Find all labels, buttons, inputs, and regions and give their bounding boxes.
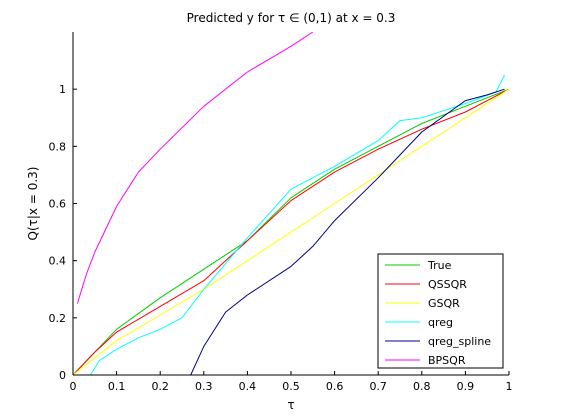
x-tick-label: 0.9: [457, 380, 475, 393]
series-line-bpsqr: [76, 32, 314, 304]
legend-item-bpsqr: BPSQR: [385, 354, 466, 367]
y-tick-label: 0.2: [49, 312, 67, 325]
x-tick-label: 0.8: [413, 380, 431, 393]
x-axis-label: τ: [287, 398, 294, 412]
legend-label: BPSQR: [428, 354, 466, 367]
legend-item-true: True: [385, 259, 452, 272]
x-tick-label: 0.3: [195, 380, 213, 393]
legend-item-gsqr: GSQR: [385, 297, 460, 310]
series-line-qreg-spline: [190, 88, 505, 375]
x-tick-label: 0: [70, 380, 77, 393]
legend-label: qreg_spline: [428, 335, 491, 348]
series-layer: [73, 32, 509, 375]
x-tick-label: 1: [506, 380, 513, 393]
legend-item-qreg: qreg: [385, 316, 453, 329]
x-tick-label: 0.1: [108, 380, 126, 393]
legend-box: [377, 253, 504, 369]
legend-label: QSSQR: [428, 278, 467, 291]
legend: True QSSQR GSQR qreg qreg_spline BPSQR: [377, 253, 504, 369]
x-tick-label: 0.2: [151, 380, 169, 393]
legend-label: True: [427, 259, 452, 272]
y-tick-label: 1: [59, 83, 66, 96]
y-tick-label: 0: [59, 369, 66, 382]
legend-item-qreg-spline: qreg_spline: [385, 335, 491, 348]
y-tick-label: 0.8: [49, 140, 67, 153]
series-line-gsqr: [73, 88, 509, 375]
x-tick-label: 0.5: [282, 380, 300, 393]
x-tick-label: 0.4: [239, 380, 257, 393]
legend-label: GSQR: [428, 297, 460, 310]
ticks-layer: 0 0.1 0.2 0.3 0.4 0.5 0.6 0.7 0.8 0.9 1 0 0.2 0.4 0.6 0…: [49, 83, 513, 393]
series-line-true: [73, 88, 509, 375]
x-tick-label: 0.6: [326, 380, 344, 393]
y-tick-label: 0.4: [49, 255, 67, 268]
x-tick-label: 0.7: [369, 380, 387, 393]
legend-item-qssqr: QSSQR: [385, 278, 467, 291]
legend-label: qreg: [428, 316, 453, 329]
y-axis-label: Q(τ|x = 0.3): [26, 167, 40, 241]
series-line-qreg: [89, 74, 506, 375]
chart-title: Predicted y for τ ∈ (0,1) at x = 0.3: [187, 11, 396, 25]
y-tick-label: 0.6: [49, 198, 67, 211]
